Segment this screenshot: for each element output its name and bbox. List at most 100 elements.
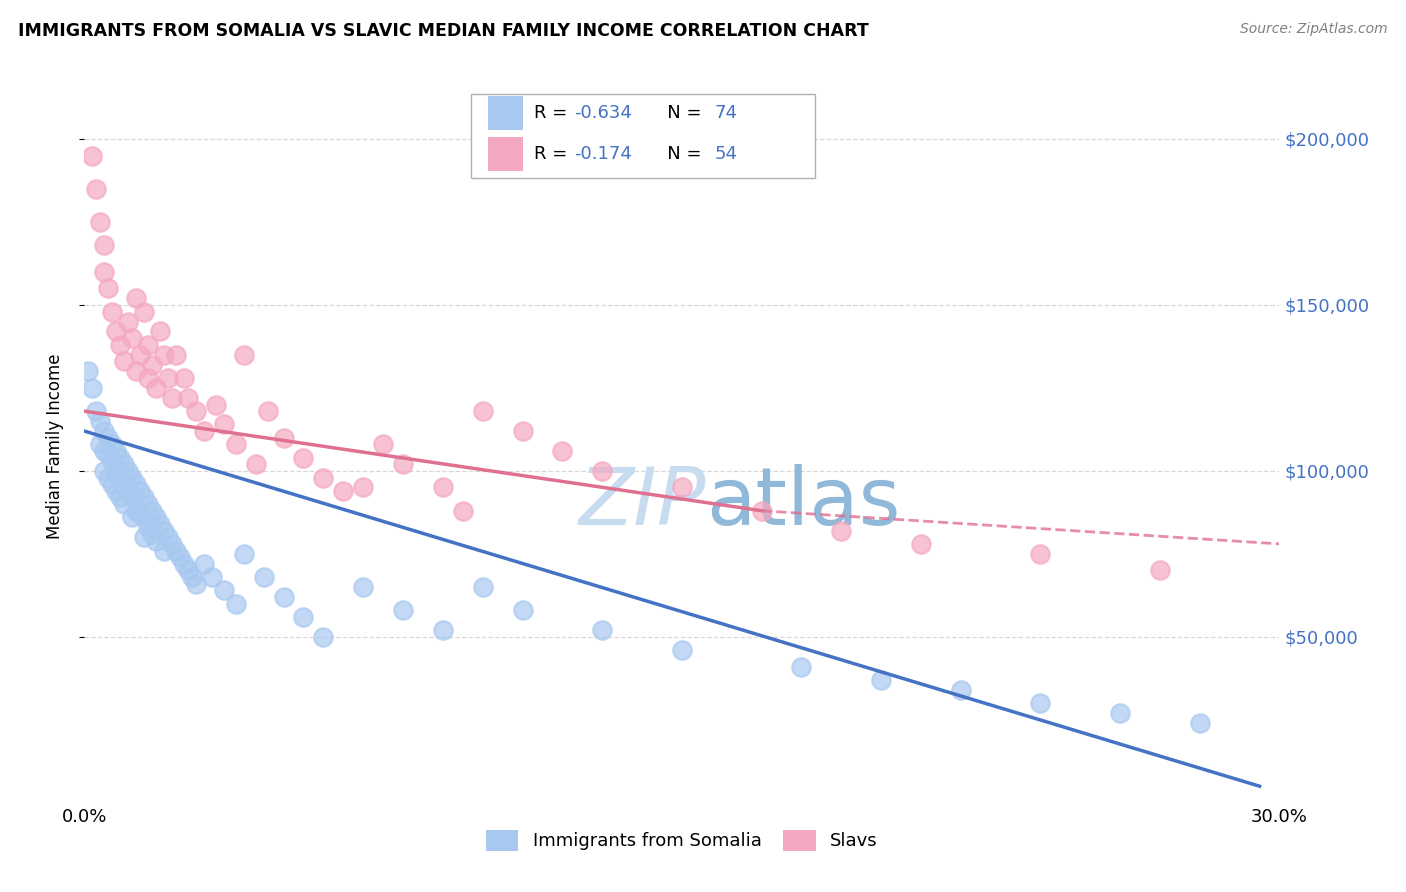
Point <box>201 570 224 584</box>
Point <box>121 510 143 524</box>
Point <box>173 557 195 571</box>
Point <box>193 424 215 438</box>
Point <box>141 527 163 541</box>
Point <box>870 673 893 687</box>
Point <box>312 470 335 484</box>
Point <box>112 354 135 368</box>
Text: IMMIGRANTS FROM SOMALIA VS SLAVIC MEDIAN FAMILY INCOME CORRELATION CHART: IMMIGRANTS FROM SOMALIA VS SLAVIC MEDIAN… <box>18 22 869 40</box>
Point <box>112 457 135 471</box>
Point <box>141 504 163 518</box>
Point <box>136 371 159 385</box>
Point <box>121 331 143 345</box>
Point <box>125 364 148 378</box>
Point <box>101 304 124 318</box>
Point <box>110 450 132 465</box>
Point <box>93 238 115 252</box>
Point <box>232 547 254 561</box>
Point <box>212 417 235 432</box>
Point <box>232 348 254 362</box>
Point <box>110 491 132 505</box>
Point <box>332 483 354 498</box>
Text: 74: 74 <box>714 104 737 122</box>
Legend: Immigrants from Somalia, Slavs: Immigrants from Somalia, Slavs <box>478 822 886 858</box>
Point <box>245 457 267 471</box>
Point <box>117 314 139 328</box>
Text: R =: R = <box>534 104 574 122</box>
Point <box>181 570 204 584</box>
Point <box>129 507 152 521</box>
Point <box>93 424 115 438</box>
Point <box>125 291 148 305</box>
Point <box>101 437 124 451</box>
Point <box>97 470 120 484</box>
Point <box>136 497 159 511</box>
Point <box>77 364 100 378</box>
Point <box>830 524 852 538</box>
Point <box>105 444 128 458</box>
Point <box>512 603 534 617</box>
Point <box>352 481 374 495</box>
Point <box>273 431 295 445</box>
Point <box>373 437 395 451</box>
Point <box>184 404 207 418</box>
Point <box>93 444 115 458</box>
Point <box>193 557 215 571</box>
Point <box>184 576 207 591</box>
Point <box>432 624 454 638</box>
Point <box>132 510 156 524</box>
Point <box>177 564 200 578</box>
Point <box>1149 564 1171 578</box>
Text: -0.174: -0.174 <box>574 145 631 163</box>
Point <box>110 338 132 352</box>
Point <box>790 659 813 673</box>
Point <box>671 481 693 495</box>
Point <box>97 281 120 295</box>
Point <box>160 391 183 405</box>
Text: 54: 54 <box>714 145 737 163</box>
Point <box>82 381 104 395</box>
Point <box>141 358 163 372</box>
Text: R =: R = <box>534 145 574 163</box>
Point <box>136 520 159 534</box>
Point <box>312 630 335 644</box>
Point <box>132 304 156 318</box>
Point <box>125 504 148 518</box>
Point <box>112 477 135 491</box>
Point <box>256 404 278 418</box>
Point <box>165 348 187 362</box>
Point <box>451 504 474 518</box>
Point <box>471 580 494 594</box>
Point <box>153 348 176 362</box>
Point <box>129 483 152 498</box>
Point <box>169 550 191 565</box>
Point <box>86 182 108 196</box>
Text: ZIP: ZIP <box>578 464 706 542</box>
Point <box>121 491 143 505</box>
Point <box>177 391 200 405</box>
Point <box>157 530 180 544</box>
Y-axis label: Median Family Income: Median Family Income <box>45 353 63 539</box>
Point <box>101 477 124 491</box>
Point <box>101 454 124 468</box>
Point <box>117 483 139 498</box>
Point <box>671 643 693 657</box>
Point <box>149 325 172 339</box>
Text: N =: N = <box>650 145 707 163</box>
Point <box>471 404 494 418</box>
Point <box>97 431 120 445</box>
Text: -0.634: -0.634 <box>574 104 631 122</box>
Point <box>82 148 104 162</box>
Point <box>1188 716 1211 731</box>
Point <box>121 470 143 484</box>
Point <box>105 483 128 498</box>
Point <box>153 543 176 558</box>
Point <box>1029 547 1052 561</box>
Point <box>125 477 148 491</box>
Point <box>591 464 613 478</box>
Point <box>751 504 773 518</box>
Point <box>149 516 172 531</box>
Point <box>129 348 152 362</box>
Point <box>1109 706 1132 721</box>
Point <box>145 510 167 524</box>
Point <box>97 447 120 461</box>
